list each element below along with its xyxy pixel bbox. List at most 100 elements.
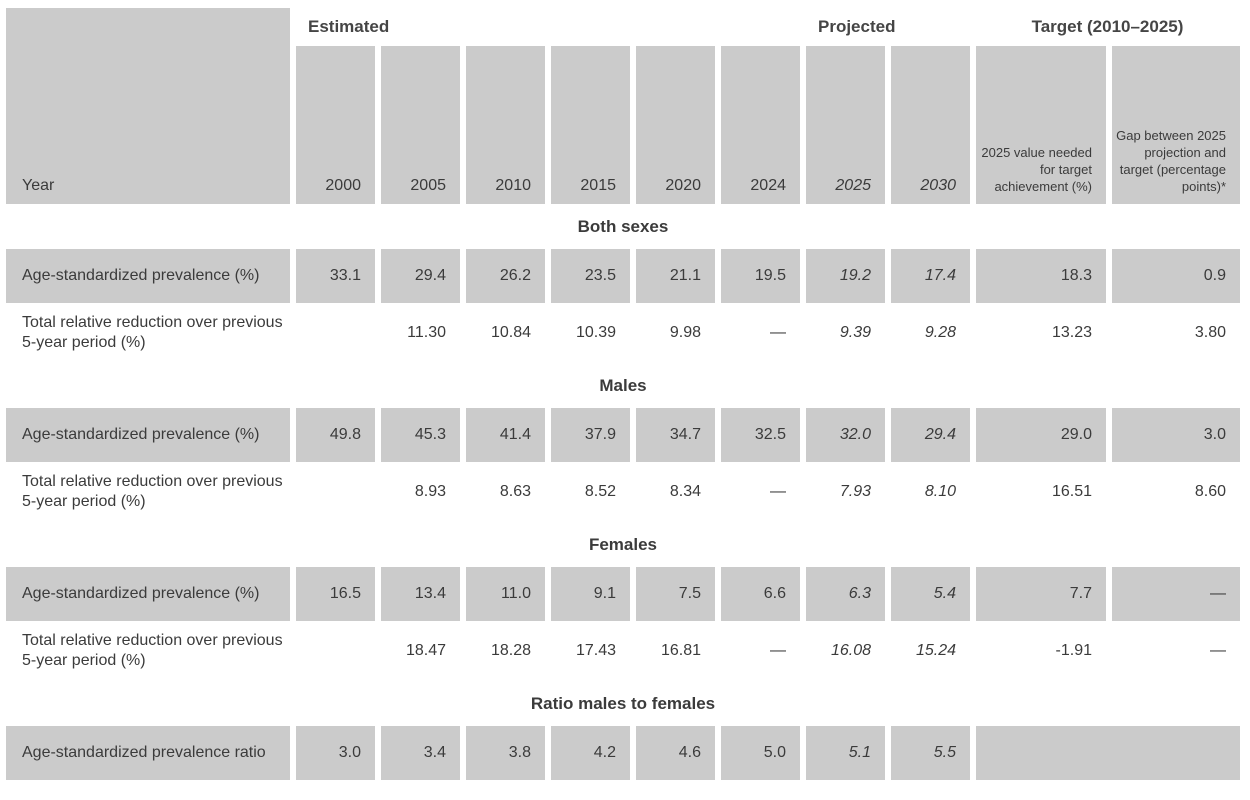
- value-cell: 3.80: [1194, 324, 1226, 341]
- value-cell: 9.28: [924, 324, 956, 341]
- value-cell: —: [1112, 567, 1240, 621]
- year-column-header: 2024: [721, 46, 800, 204]
- value-cell: 18.47: [405, 642, 446, 659]
- value-cell: 37.9: [551, 408, 630, 462]
- row-label: Age-standardized prevalence (%): [6, 408, 290, 462]
- value-cell: 13.4: [381, 567, 460, 621]
- section-title: Males: [599, 375, 647, 395]
- row-label: Total relative reduction over previous 5…: [22, 631, 283, 669]
- value-cell: 9.39: [839, 324, 871, 341]
- value-cell: —: [770, 483, 786, 500]
- table-row: Total relative reduction over previous 5…: [6, 303, 1240, 363]
- empty-merged-cell: [976, 726, 1240, 780]
- value-cell: 8.34: [669, 483, 701, 500]
- table-row: Total relative reduction over previous 5…: [6, 621, 1240, 681]
- value-cell: 3.4: [381, 726, 460, 780]
- value-cell: 17.4: [891, 249, 970, 303]
- value-cell: [296, 621, 375, 681]
- value-cell: 19.5: [721, 249, 800, 303]
- year-column-header: 2015: [551, 46, 630, 204]
- value-cell: 29.4: [891, 408, 970, 462]
- year-column-header: 2000: [296, 46, 375, 204]
- value-cell: —: [1210, 642, 1226, 659]
- table-row: Age-standardized prevalence ratio 3.0 3.4 3…: [6, 726, 1240, 780]
- prevalence-trends-table: Year Estimated Projected Target (2010–20…: [0, 8, 1246, 780]
- value-cell: 5.0: [721, 726, 800, 780]
- value-cell: 8.63: [499, 483, 531, 500]
- value-cell: 16.08: [830, 642, 871, 659]
- value-cell: 45.3: [381, 408, 460, 462]
- value-cell: 6.6: [721, 567, 800, 621]
- value-cell: 26.2: [466, 249, 545, 303]
- value-cell: 8.60: [1194, 483, 1226, 500]
- value-cell: 5.1: [806, 726, 885, 780]
- target-column-header: Gap between 2025 projection and target (…: [1112, 46, 1240, 204]
- row-label: Total relative reduction over previous 5…: [22, 313, 283, 351]
- value-cell: 3.0: [296, 726, 375, 780]
- value-cell: 18.28: [490, 642, 531, 659]
- group-header-estimated: Estimated: [308, 17, 390, 36]
- value-cell: 16.51: [1051, 483, 1092, 500]
- value-cell: 8.10: [924, 483, 956, 500]
- value-cell: 13.23: [1051, 324, 1092, 341]
- value-cell: 16.81: [660, 642, 701, 659]
- value-cell: [296, 462, 375, 522]
- value-cell: 19.2: [806, 249, 885, 303]
- year-corner-cell: Year: [6, 8, 290, 204]
- value-cell: 33.1: [296, 249, 375, 303]
- value-cell: 3.8: [466, 726, 545, 780]
- value-cell: —: [770, 642, 786, 659]
- value-cell: 4.2: [551, 726, 630, 780]
- value-cell: 7.93: [839, 483, 871, 500]
- year-column-header: 2025: [806, 46, 885, 204]
- value-cell: 7.7: [976, 567, 1106, 621]
- table-row: Age-standardized prevalence (%) 33.1 29.4 2…: [6, 249, 1240, 303]
- row-label: Total relative reduction over previous 5…: [22, 472, 283, 510]
- section-title: Ratio males to females: [530, 693, 716, 713]
- table-row: Age-standardized prevalence (%) 16.5 13.4 1…: [6, 567, 1240, 621]
- section-header-row: Ratio males to females: [6, 681, 1240, 726]
- value-cell: 10.84: [490, 324, 531, 341]
- value-cell: 18.3: [976, 249, 1106, 303]
- table-row: Age-standardized prevalence (%) 49.8 45.3 4…: [6, 408, 1240, 462]
- value-cell: 7.5: [636, 567, 715, 621]
- year-column-header: 2010: [466, 46, 545, 204]
- value-cell: 17.43: [575, 642, 616, 659]
- value-cell: 32.5: [721, 408, 800, 462]
- value-cell: 29.0: [976, 408, 1106, 462]
- value-cell: 5.5: [891, 726, 970, 780]
- section-title: Females: [588, 534, 658, 554]
- value-cell: 9.98: [669, 324, 701, 341]
- value-cell: 11.30: [407, 324, 446, 341]
- value-cell: —: [770, 324, 786, 341]
- value-cell: 11.0: [466, 567, 545, 621]
- value-cell: 3.0: [1112, 408, 1240, 462]
- section-header-row: Males: [6, 363, 1240, 408]
- group-header-target: Target (2010–2025): [1031, 17, 1184, 36]
- value-cell: 34.7: [636, 408, 715, 462]
- value-cell: 15.24: [915, 642, 956, 659]
- row-label: Age-standardized prevalence (%): [6, 567, 290, 621]
- row-label: Age-standardized prevalence ratio: [6, 726, 290, 780]
- group-header-projected: Projected: [818, 17, 896, 36]
- value-cell: 32.0: [806, 408, 885, 462]
- value-cell: 29.4: [381, 249, 460, 303]
- group-header-row: Year Estimated Projected Target (2010–20…: [6, 8, 1240, 204]
- year-header-row: 2000 2005 2010 2015 2020 2024 2025 2030 2025 val…: [6, 46, 1240, 204]
- value-cell: 4.6: [636, 726, 715, 780]
- table-row: Total relative reduction over previous 5…: [6, 462, 1240, 522]
- year-column-header: 2005: [381, 46, 460, 204]
- value-cell: 8.52: [584, 483, 616, 500]
- value-cell: [296, 303, 375, 363]
- section-header-row: Both sexes: [6, 204, 1240, 249]
- value-cell: 5.4: [891, 567, 970, 621]
- row-label: Age-standardized prevalence (%): [6, 249, 290, 303]
- section-header-row: Females: [6, 522, 1240, 567]
- value-cell: 21.1: [636, 249, 715, 303]
- target-column-header: 2025 value needed for target achievement…: [976, 46, 1106, 204]
- year-column-header: 2020: [636, 46, 715, 204]
- section-title: Both sexes: [577, 216, 669, 236]
- value-cell: -1.91: [1055, 642, 1092, 659]
- value-cell: 41.4: [466, 408, 545, 462]
